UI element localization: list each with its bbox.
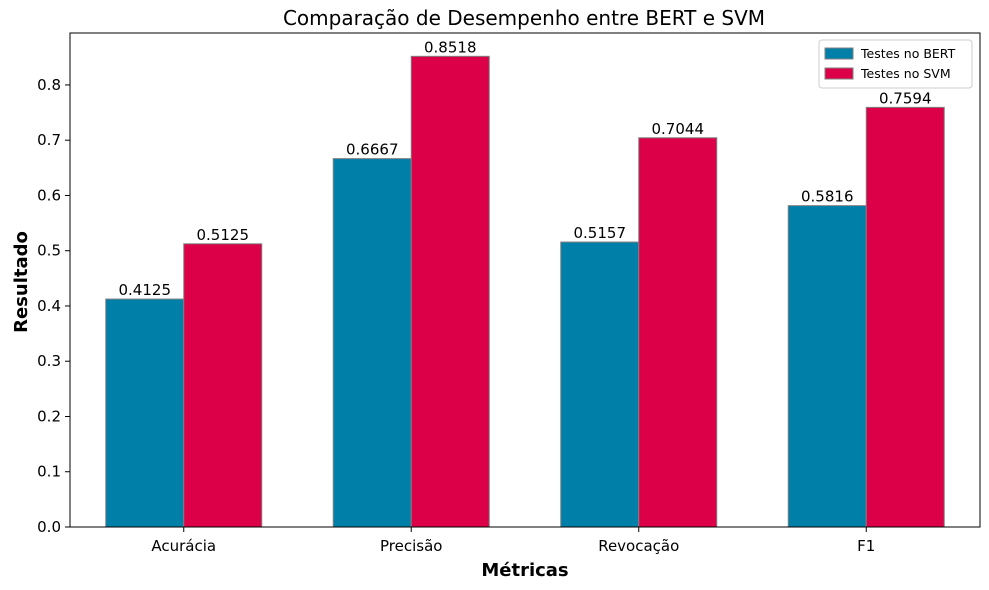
y-axis: 0.0 0.1 0.2 0.3 0.4 0.5 0.6 0.7 0.8 bbox=[37, 76, 70, 536]
y-tick-label-2: 0.2 bbox=[37, 407, 61, 425]
x-axis-label: Métricas bbox=[481, 560, 568, 581]
bar-bert-2 bbox=[560, 241, 640, 528]
bar-svm-0 bbox=[183, 243, 263, 528]
data-label-svm-0: 0.5125 bbox=[197, 226, 250, 244]
x-tick-label-0: Acurácia bbox=[151, 537, 216, 555]
chart-title: Comparação de Desempenho entre BERT e SV… bbox=[283, 6, 765, 30]
x-axis: Acurácia Precisão Revocação F1 bbox=[151, 527, 875, 555]
bar-bert-0 bbox=[105, 298, 185, 528]
legend-swatch-svm bbox=[824, 67, 854, 80]
y-tick-label-4: 0.4 bbox=[37, 297, 61, 315]
data-label-svm-3: 0.7594 bbox=[879, 89, 932, 107]
data-labels-group: 0.4125 0.5125 0.6667 0.8518 0.5157 0.7044 0.58… bbox=[119, 38, 932, 299]
x-tick-label-1: Precisão bbox=[380, 537, 442, 555]
x-tick-label-3: F1 bbox=[857, 537, 875, 555]
y-tick-label-8: 0.8 bbox=[37, 76, 61, 94]
data-label-bert-1: 0.6667 bbox=[346, 141, 399, 159]
plot-frame bbox=[69, 32, 981, 528]
data-label-svm-1: 0.8518 bbox=[424, 38, 477, 56]
y-tick-label-5: 0.5 bbox=[37, 242, 61, 260]
data-label-svm-2: 0.7044 bbox=[652, 120, 705, 138]
legend-label-svm: Testes no SVM bbox=[860, 66, 951, 81]
legend-box bbox=[818, 39, 973, 89]
y-axis-label: Resultado bbox=[11, 231, 32, 333]
bar-bert-1 bbox=[332, 158, 412, 528]
y-tick-label-7: 0.7 bbox=[37, 131, 61, 149]
data-label-bert-2: 0.5157 bbox=[574, 224, 627, 242]
bar-svm-3 bbox=[865, 106, 945, 528]
data-label-bert-0: 0.4125 bbox=[119, 281, 172, 299]
bar-bert-3 bbox=[787, 205, 867, 528]
legend-swatch-bert bbox=[824, 47, 854, 60]
data-label-bert-3: 0.5816 bbox=[801, 188, 854, 206]
bar-svm-2 bbox=[638, 137, 718, 528]
legend-label-bert: Testes no BERT bbox=[860, 46, 956, 61]
bar-svm-1 bbox=[410, 55, 490, 528]
legend: Testes no BERT Testes no SVM bbox=[818, 39, 973, 89]
x-tick-label-2: Revocação bbox=[598, 537, 679, 555]
y-tick-label-3: 0.3 bbox=[37, 352, 61, 370]
y-tick-label-0: 0.0 bbox=[37, 518, 61, 536]
y-tick-label-1: 0.1 bbox=[37, 463, 61, 481]
bars-group bbox=[105, 55, 945, 528]
y-tick-label-6: 0.6 bbox=[37, 186, 61, 204]
